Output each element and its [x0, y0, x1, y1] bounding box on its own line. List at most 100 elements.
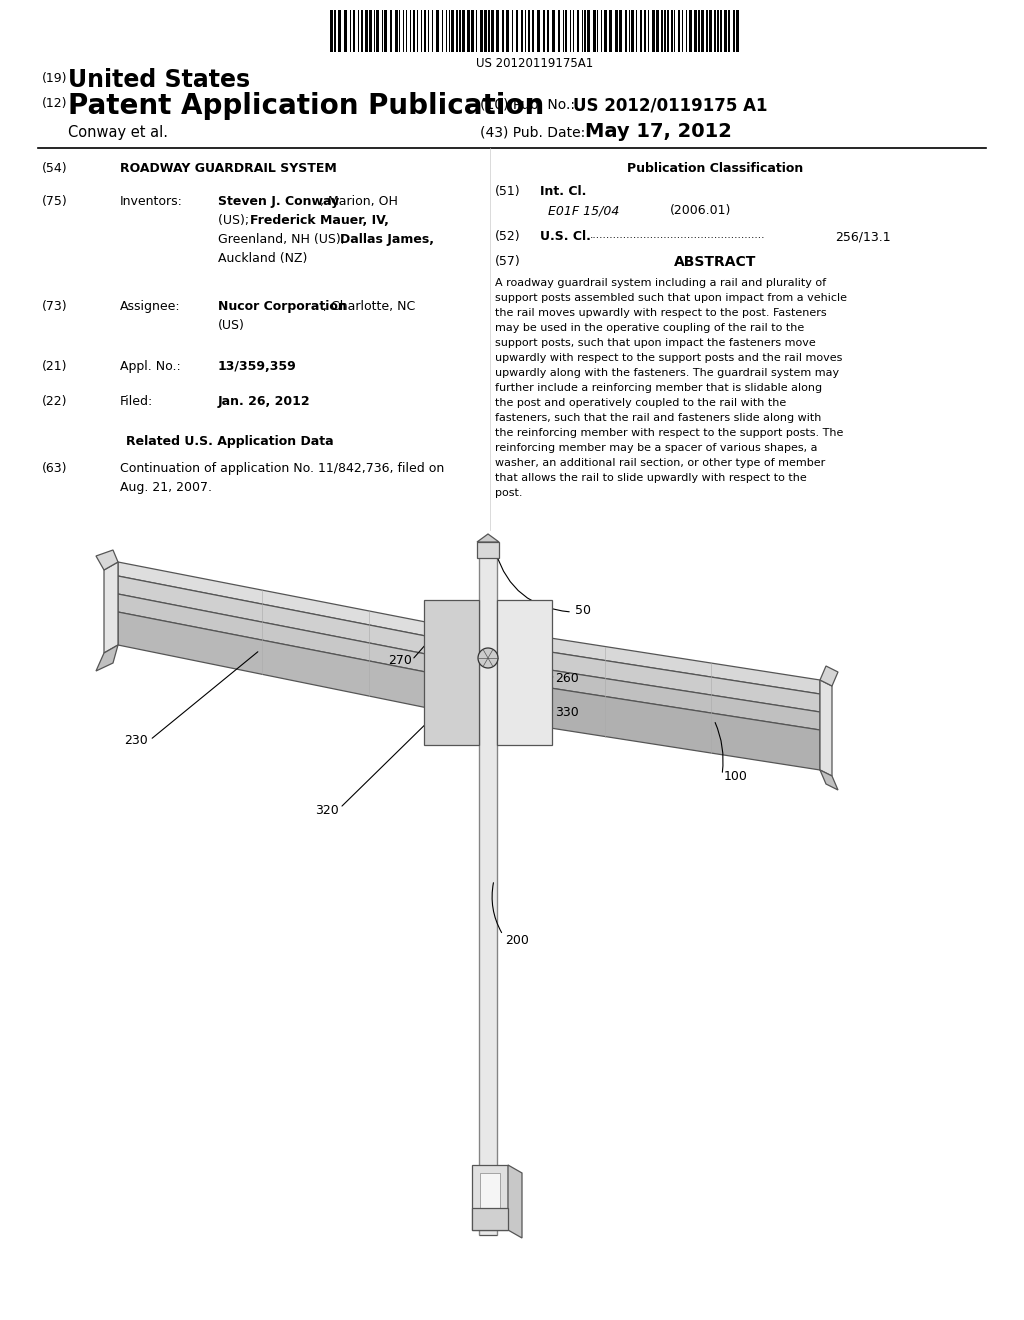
Text: 200: 200 — [505, 933, 528, 946]
Text: Patent Application Publication: Patent Application Publication — [68, 92, 544, 120]
Bar — [502, 11, 505, 51]
Text: support posts, such that upon impact the fasteners move: support posts, such that upon impact the… — [495, 338, 816, 348]
Bar — [573, 11, 574, 51]
Text: Auckland (NZ): Auckland (NZ) — [218, 252, 307, 265]
Text: reinforcing member may be a spacer of various shapes, a: reinforcing member may be a spacer of va… — [495, 444, 817, 453]
Text: the rail moves upwardly with respect to the post. Fasteners: the rail moves upwardly with respect to … — [495, 308, 826, 318]
Polygon shape — [472, 1166, 508, 1230]
Text: Continuation of application No. 11/842,736, filed on: Continuation of application No. 11/842,7… — [120, 462, 444, 475]
Bar — [733, 11, 735, 51]
Polygon shape — [499, 630, 820, 694]
Bar — [471, 11, 474, 51]
Text: U.S. Cl.: U.S. Cl. — [540, 230, 591, 243]
Text: Inventors:: Inventors: — [120, 195, 183, 209]
Polygon shape — [820, 770, 838, 789]
Bar — [334, 11, 336, 51]
Bar — [697, 11, 699, 51]
Text: Dallas James,: Dallas James, — [340, 234, 434, 246]
Text: (19): (19) — [42, 73, 68, 84]
Polygon shape — [497, 601, 552, 744]
Bar — [689, 11, 692, 51]
Polygon shape — [96, 645, 118, 671]
Bar — [706, 11, 708, 51]
Bar — [374, 11, 375, 51]
Bar — [578, 11, 580, 51]
Text: 320: 320 — [315, 804, 339, 817]
Text: (63): (63) — [42, 462, 68, 475]
Bar — [352, 11, 355, 51]
Text: (52): (52) — [495, 230, 520, 243]
Text: ....................................................: ........................................… — [590, 230, 766, 240]
Bar — [563, 11, 564, 51]
Text: Aug. 21, 2007.: Aug. 21, 2007. — [120, 480, 212, 494]
Text: the post and operatively coupled to the rail with the: the post and operatively coupled to the … — [495, 399, 786, 408]
Bar — [524, 11, 526, 51]
Bar — [394, 11, 397, 51]
Bar — [349, 11, 351, 51]
Circle shape — [478, 648, 498, 668]
Bar — [531, 11, 535, 51]
Text: 100: 100 — [724, 771, 748, 784]
Bar — [736, 11, 739, 51]
Bar — [668, 11, 669, 51]
Text: Appl. No.:: Appl. No.: — [120, 360, 181, 374]
Bar — [410, 11, 412, 51]
Bar — [398, 11, 400, 51]
Text: Jan. 26, 2012: Jan. 26, 2012 — [218, 395, 310, 408]
Polygon shape — [477, 535, 499, 543]
Text: ROADWAY GUARDRAIL SYSTEM: ROADWAY GUARDRAIL SYSTEM — [120, 162, 337, 176]
Polygon shape — [118, 612, 477, 718]
Text: (2006.01): (2006.01) — [670, 205, 731, 216]
Bar — [467, 11, 470, 51]
Bar — [547, 11, 549, 51]
Bar — [384, 11, 387, 51]
Bar — [528, 11, 529, 51]
Bar — [446, 11, 447, 51]
Bar — [636, 11, 637, 51]
Bar — [604, 11, 606, 51]
Text: that allows the rail to slide upwardly with respect to the: that allows the rail to slide upwardly w… — [495, 473, 807, 483]
Bar — [593, 11, 596, 51]
Bar — [449, 11, 451, 51]
Text: further include a reinforcing member that is slidable along: further include a reinforcing member tha… — [495, 383, 822, 393]
Text: (22): (22) — [42, 395, 68, 408]
Text: (12): (12) — [42, 96, 68, 110]
Bar — [724, 11, 727, 51]
Bar — [516, 11, 518, 51]
Bar — [462, 11, 465, 51]
Bar — [484, 11, 487, 51]
Bar — [569, 11, 571, 51]
Text: 50: 50 — [575, 603, 591, 616]
Bar — [662, 11, 664, 51]
Bar — [714, 11, 717, 51]
Bar — [671, 11, 673, 51]
Bar — [492, 11, 494, 51]
Bar — [357, 11, 358, 51]
Bar — [557, 11, 560, 51]
Bar — [479, 554, 497, 1236]
Bar — [460, 11, 461, 51]
Text: Greenland, NH (US);: Greenland, NH (US); — [218, 234, 349, 246]
Bar — [506, 11, 509, 51]
Text: may be used in the operative coupling of the rail to the: may be used in the operative coupling of… — [495, 323, 804, 333]
Text: 230: 230 — [124, 734, 148, 747]
Bar — [643, 11, 646, 51]
Bar — [475, 11, 477, 51]
Bar — [678, 11, 680, 51]
Text: Assignee:: Assignee: — [120, 300, 180, 313]
Text: Filed:: Filed: — [120, 395, 154, 408]
Bar — [601, 11, 602, 51]
Polygon shape — [104, 562, 118, 653]
Text: Publication Classification: Publication Classification — [627, 162, 803, 176]
Text: United States: United States — [68, 69, 250, 92]
Bar — [390, 11, 392, 51]
Bar — [442, 11, 443, 51]
Text: 330: 330 — [555, 706, 579, 719]
Bar — [597, 11, 598, 51]
Polygon shape — [118, 576, 477, 664]
Bar — [360, 11, 362, 51]
Text: (54): (54) — [42, 162, 68, 176]
Bar — [651, 11, 654, 51]
Bar — [382, 11, 383, 51]
Bar — [457, 11, 458, 51]
